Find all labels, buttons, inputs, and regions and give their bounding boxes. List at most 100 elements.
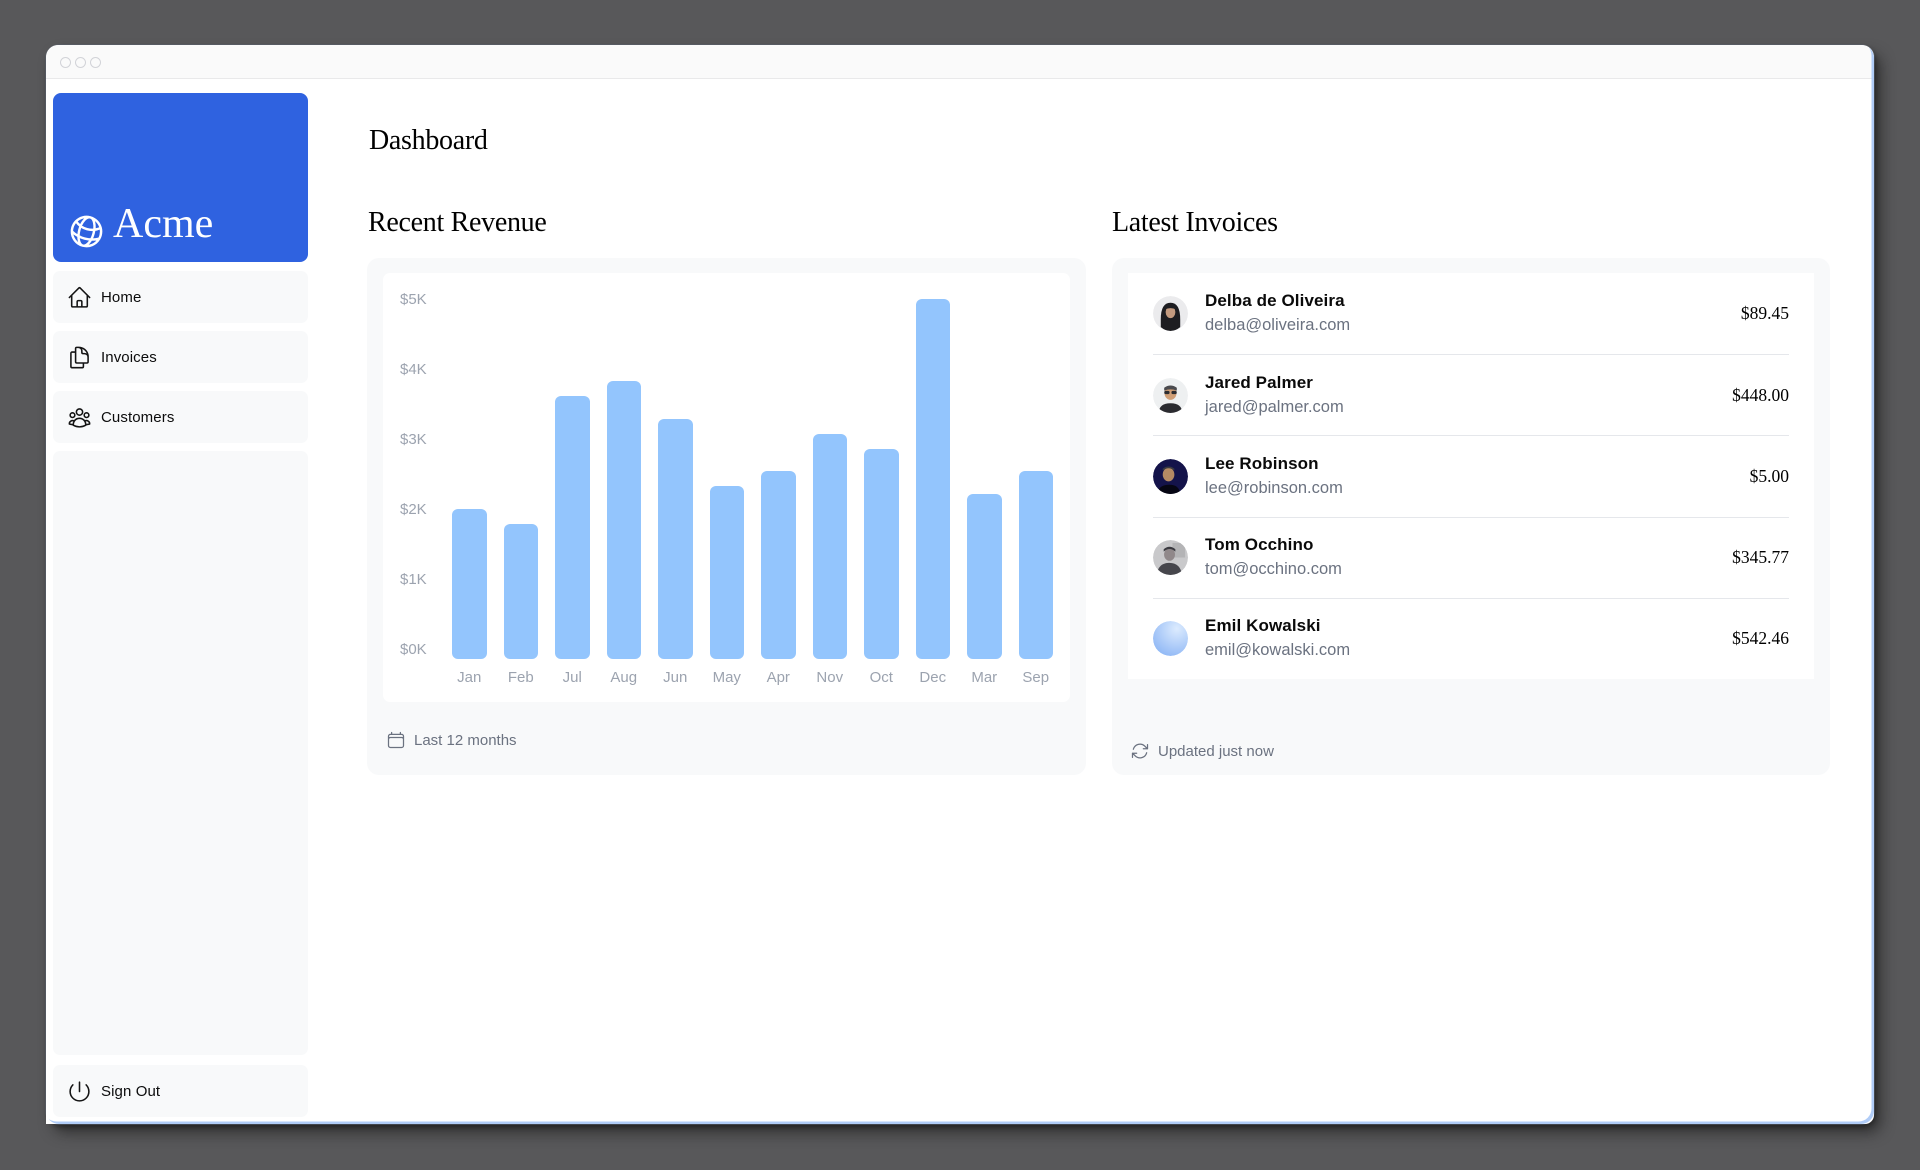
customer-email: jared@palmer.com	[1205, 397, 1344, 416]
revenue-bar	[761, 471, 796, 659]
invoice-amount: $542.46	[1732, 628, 1789, 649]
power-icon	[69, 1080, 90, 1102]
acme-logo-text: Acme	[113, 201, 214, 247]
sign-out-label: Sign Out	[101, 1082, 161, 1100]
y-axis-tick-label: $4K	[400, 360, 427, 378]
chart-bar-column: Feb	[503, 523, 538, 688]
user-group-icon	[68, 407, 91, 428]
y-axis-tick-label: $1K	[400, 571, 427, 589]
app-window: Acme Home Invoices Customers Sign	[46, 45, 1874, 1124]
x-axis-month-label: Apr	[766, 668, 790, 686]
chart-y-axis: $5K $4K $3K $2K $1K $0K	[400, 289, 435, 661]
sidebar-item-label: Invoices	[101, 348, 157, 366]
chart-grid: $5K $4K $3K $2K $1K $0K Jan Feb Jul Aug Jun May Apr N…	[400, 289, 1053, 688]
window-titlebar	[46, 45, 1874, 79]
customer-avatar	[1153, 621, 1188, 657]
revenue-card-footer: Last 12 months	[386, 730, 517, 750]
home-icon	[68, 286, 91, 308]
chart-bar-column: Oct	[864, 448, 899, 688]
x-axis-month-label: Jan	[457, 668, 482, 686]
y-axis-tick-label: $3K	[400, 430, 427, 448]
invoice-amount: $89.45	[1740, 303, 1789, 324]
customer-email: emil@kowalski.com	[1205, 641, 1351, 660]
customer-avatar	[1153, 377, 1188, 413]
revenue-bar	[709, 486, 744, 659]
sidebar: Acme Home Invoices Customers Sign	[46, 80, 316, 1124]
revenue-chart: $5K $4K $3K $2K $1K $0K Jan Feb Jul Aug Jun May Apr N…	[383, 273, 1070, 702]
customer-info: Tom Occhino tom@occhino.com	[1205, 533, 1342, 582]
window-minimize-icon[interactable]	[74, 56, 86, 68]
customer-name: Tom Occhino	[1205, 535, 1314, 555]
x-axis-month-label: Sep	[1022, 668, 1050, 686]
invoice-amount: $5.00	[1749, 465, 1789, 486]
sidebar-item-invoices[interactable]: Invoices	[53, 331, 308, 383]
invoice-row: Emil Kowalski emil@kowalski.com $542.46	[1153, 597, 1789, 679]
x-axis-month-label: Oct	[869, 668, 893, 686]
x-axis-month-label: Nov	[816, 668, 844, 686]
revenue-bar	[658, 418, 693, 659]
window-close-icon[interactable]	[59, 56, 71, 68]
revenue-bar	[503, 523, 538, 659]
invoices-card: Delba de Oliveira delba@oliveira.com $89.4…	[1112, 258, 1830, 775]
customer-name: Delba de Oliveira	[1205, 291, 1345, 311]
revenue-card: $5K $4K $3K $2K $1K $0K Jan Feb Jul Aug Jun May Apr N…	[367, 258, 1086, 775]
invoice-row: Tom Occhino tom@occhino.com $345.77	[1153, 516, 1789, 598]
chart-bar-column: Jan	[452, 508, 487, 688]
x-axis-month-label: Aug	[610, 668, 638, 686]
customer-email: delba@oliveira.com	[1205, 316, 1351, 335]
y-axis-tick-label: $5K	[400, 290, 427, 308]
chart-bar-column: Jul	[555, 396, 590, 688]
x-axis-month-label: Jun	[663, 668, 688, 686]
invoices-heading: Latest Invoices	[1112, 207, 1278, 238]
sidebar-item-home[interactable]: Home	[53, 271, 308, 323]
customer-name: Emil Kowalski	[1205, 616, 1321, 636]
invoice-amount: $345.77	[1732, 547, 1789, 568]
invoices-footer-label: Updated just now	[1158, 742, 1274, 760]
y-axis-tick-label: $2K	[400, 501, 427, 519]
revenue-bar	[555, 396, 590, 659]
sidebar-item-label: Home	[101, 288, 142, 306]
revenue-bar	[864, 448, 899, 659]
sign-out-button[interactable]: Sign Out	[53, 1065, 308, 1117]
revenue-bar	[967, 493, 1002, 659]
x-axis-month-label: Feb	[507, 668, 534, 686]
chart-bar-column: Dec	[915, 298, 950, 688]
refresh-icon	[1131, 743, 1149, 759]
x-axis-month-label: Dec	[919, 668, 947, 686]
acme-logo-link[interactable]: Acme	[53, 93, 308, 262]
main-content: Dashboard Recent Revenue Latest Invoices…	[316, 80, 1874, 1124]
window-maximize-icon[interactable]	[89, 56, 101, 68]
customer-email: lee@robinson.com	[1205, 478, 1343, 497]
revenue-bar	[1018, 471, 1053, 659]
customer-email: tom@occhino.com	[1205, 560, 1342, 579]
customer-info: Lee Robinson lee@robinson.com	[1205, 452, 1343, 501]
chart-bar-column: Jun	[658, 418, 693, 688]
revenue-bar	[606, 381, 641, 659]
customer-avatar	[1153, 458, 1188, 494]
invoices-card-footer: Updated just now	[1130, 741, 1274, 761]
x-axis-month-label: Mar	[971, 668, 998, 686]
customer-avatar	[1153, 296, 1188, 332]
chart-bar-column: May	[709, 486, 744, 688]
customer-info: Delba de Oliveira delba@oliveira.com	[1205, 289, 1350, 338]
invoice-row: Delba de Oliveira delba@oliveira.com $89.4…	[1153, 273, 1789, 354]
revenue-heading: Recent Revenue	[368, 207, 547, 238]
x-axis-month-label: May	[712, 668, 741, 686]
revenue-bar	[915, 298, 950, 659]
page-title: Dashboard	[369, 125, 488, 156]
invoice-row: Lee Robinson lee@robinson.com $5.00	[1153, 435, 1789, 516]
y-axis-tick-label: $0K	[400, 641, 427, 659]
chart-bar-column: Mar	[967, 493, 1002, 688]
globe-icon	[63, 208, 111, 256]
customer-name: Lee Robinson	[1205, 453, 1319, 473]
documents-icon	[70, 346, 89, 368]
revenue-bar	[452, 508, 487, 659]
customer-avatar	[1153, 540, 1188, 576]
chart-bar-column: Sep	[1018, 471, 1053, 688]
revenue-bar	[812, 433, 847, 659]
customer-name: Jared Palmer	[1205, 372, 1313, 392]
sidebar-item-customers[interactable]: Customers	[53, 391, 308, 443]
sidebar-spacer	[53, 451, 308, 1055]
customer-info: Jared Palmer jared@palmer.com	[1205, 371, 1344, 420]
chart-bar-column: Aug	[606, 381, 641, 688]
